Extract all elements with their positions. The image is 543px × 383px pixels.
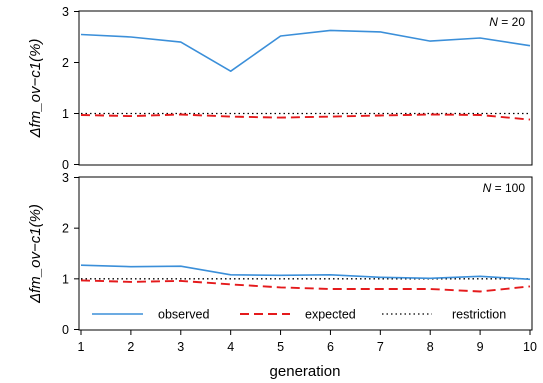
panel-label-value: = 100 [495,181,526,195]
x-tick-label: 9 [477,340,484,354]
y-tick-label: 3 [62,5,69,19]
legend-label-observed: observed [158,308,209,322]
y-axis-title: Δfm_ov−c1(%) [27,39,44,139]
legend-label-restriction: restriction [452,308,506,322]
series-expected-line [80,279,531,293]
x-axis: 1 2 3 4 5 6 7 8 9 10 [78,330,537,354]
legend-label-expected: expected [305,308,356,322]
y-tick-label: 2 [62,222,69,236]
legend: observed expected restriction [92,308,506,322]
x-tick-label: 10 [523,340,537,354]
panel-frame [78,10,533,166]
y-tick-label: 1 [62,107,69,121]
x-tick-label: 2 [127,340,134,354]
y-tick-label: 0 [62,323,69,337]
x-tick-label: 6 [327,340,334,354]
x-tick-label: 3 [177,340,184,354]
x-axis-title: generation [270,363,341,380]
series-expected-line [80,113,531,121]
series-observed-line [80,29,531,72]
panel-frame [78,176,533,331]
x-tick-label: 5 [277,340,284,354]
panel-label-symbol: N [489,15,501,29]
x-tick-label: 1 [78,340,85,354]
panel-label-value: = 20 [501,15,525,29]
x-tick-label: 7 [377,340,384,354]
x-tick-label: 8 [427,340,434,354]
y-tick-label: 0 [62,158,69,172]
panel-label: N = 20 [489,15,525,29]
series-observed-line [80,264,531,281]
panel-label-symbol: N [483,181,495,195]
panel-label: N = 100 [483,181,526,195]
panel-2: 0 1 2 3 Δfm_ov−c1(%) N = 100 observed expected r… [27,171,533,337]
x-tick-label: 4 [227,340,234,354]
panel-1: 0 1 2 3 Δfm_ov−c1(%) N = 20 [27,5,533,172]
y-axis-title: Δfm_ov−c1(%) [27,204,44,304]
y-tick-label: 2 [62,56,69,70]
y-tick-label: 3 [62,171,69,185]
chart-panels: 0 1 2 3 Δfm_ov−c1(%) N = 20 0 1 2 3 Δfm_ov−c1(%) N … [27,5,533,337]
y-tick-label: 1 [62,272,69,286]
